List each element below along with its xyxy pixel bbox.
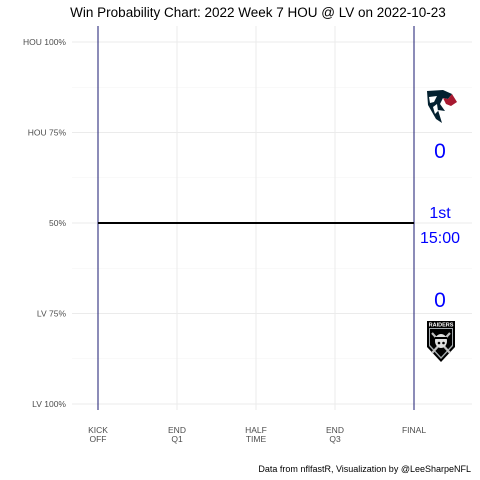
game-clock: 15:00 xyxy=(420,230,460,247)
y-tick-label: HOU 75% xyxy=(28,128,67,138)
y-axis-ticks: HOU 100% HOU 75% 50% LV 75% LV 100% xyxy=(23,37,66,409)
y-tick-label: LV 75% xyxy=(37,309,67,319)
x-tick-label: HALF TIME xyxy=(245,425,267,444)
las-vegas-raiders-logo: RAIDERS xyxy=(427,321,455,362)
x-tick-label: KICK OFF xyxy=(88,425,108,444)
chart-title: Win Probability Chart: 2022 Week 7 HOU @… xyxy=(70,5,446,20)
game-boundary-lines xyxy=(97,26,415,410)
game-period: 1st xyxy=(429,205,451,222)
x-tick-label: FINAL xyxy=(402,425,426,435)
x-tick-label: END Q1 xyxy=(168,425,186,444)
houston-texans-logo xyxy=(427,90,457,123)
chart-caption: Data from nflfastR, Visualization by @Le… xyxy=(258,464,471,474)
raiders-logo-text: RAIDERS xyxy=(429,323,454,329)
away-score: 0 xyxy=(434,289,446,312)
grid xyxy=(72,26,472,410)
x-axis-ticks: KICK OFF END Q1 HALF TIME END Q3 FINAL xyxy=(88,425,426,444)
y-tick-label: HOU 100% xyxy=(23,37,66,47)
y-tick-label: 50% xyxy=(49,218,66,228)
x-tick-label: END Q3 xyxy=(326,425,344,444)
y-tick-label: LV 100% xyxy=(32,399,66,409)
home-score: 0 xyxy=(434,140,446,163)
